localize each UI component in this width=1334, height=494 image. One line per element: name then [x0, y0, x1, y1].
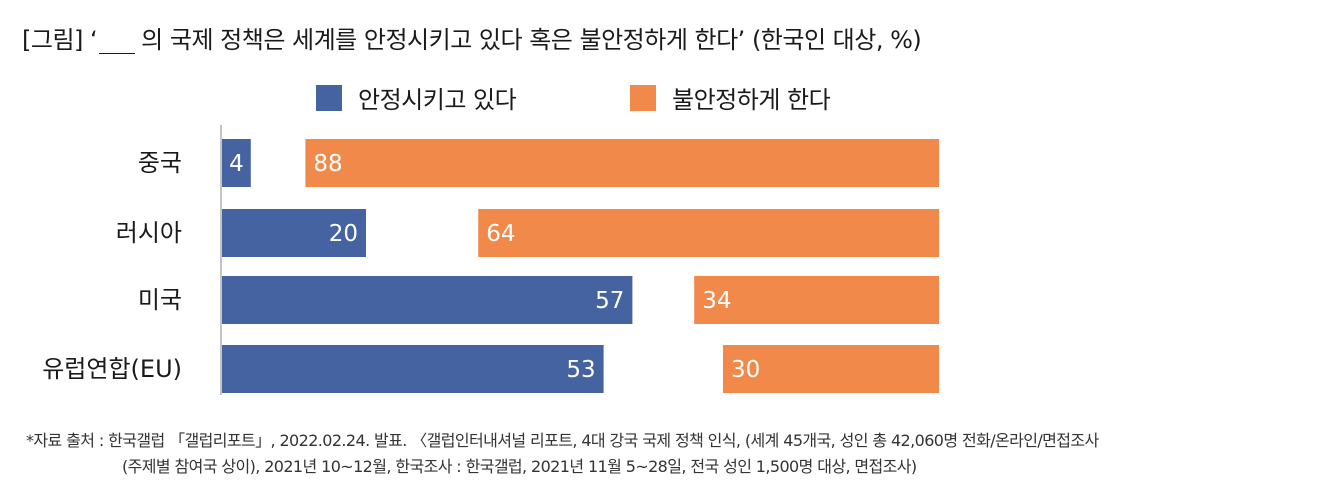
- bar-destabilizing: [305, 139, 939, 187]
- value-label-destabilizing: 30: [731, 357, 760, 383]
- footnote-line-1: *자료 출처 : 한국갤럽 「갤럽리포트」, 2022.02.24. 발표. 〈…: [26, 431, 1099, 450]
- source-footnote: *자료 출처 : 한국갤럽 「갤럽리포트」, 2022.02.24. 발표. 〈…: [26, 428, 1099, 480]
- value-label-destabilizing: 64: [486, 221, 515, 247]
- value-label-stabilizing: 53: [566, 357, 595, 383]
- legend-item-stabilizing: 안정시키고 있다: [316, 80, 517, 115]
- value-label-stabilizing: 4: [229, 151, 244, 177]
- legend-label-stabilizing: 안정시키고 있다: [358, 86, 517, 114]
- bar-stabilizing: [222, 345, 604, 393]
- footnote-line-2: (주제별 참여국 상이), 2021년 10~12월, 한국조사 : 한국갤럽,…: [122, 457, 917, 476]
- bar-destabilizing: [478, 209, 939, 257]
- category-label: 러시아: [116, 219, 182, 247]
- bar-stabilizing: [222, 276, 633, 324]
- legend: 안정시키고 있다 불안정하게 한다: [0, 80, 1334, 115]
- bar-stabilizing: [222, 209, 366, 257]
- bar-destabilizing: [694, 276, 939, 324]
- value-label-stabilizing: 20: [329, 221, 358, 247]
- value-label-destabilizing: 88: [313, 151, 342, 177]
- category-label: 미국: [138, 286, 182, 314]
- bar-destabilizing: [723, 345, 939, 393]
- chart-title: [그림] ‘ 의 국제 정책은 세계를 안정시키고 있다 혹은 불안정하게 한다’…: [22, 20, 922, 55]
- legend-swatch-stabilizing: [316, 84, 342, 111]
- bar-stabilizing: [222, 139, 251, 187]
- category-label: 중국: [138, 149, 182, 177]
- title-suffix: 의 국제 정책은 세계를 안정시키고 있다 혹은 불안정하게 한다’ (한국인 …: [141, 26, 922, 54]
- value-label-destabilizing: 34: [702, 288, 731, 314]
- legend-label-destabilizing: 불안정하게 한다: [672, 86, 831, 114]
- category-label: 유럽연합(EU): [42, 355, 182, 383]
- title-prefix: [그림] ‘: [22, 26, 98, 54]
- value-label-stabilizing: 57: [595, 288, 624, 314]
- legend-swatch-destabilizing: [630, 84, 656, 111]
- legend-item-destabilizing: 불안정하게 한다: [630, 80, 831, 115]
- title-blank: [99, 27, 136, 54]
